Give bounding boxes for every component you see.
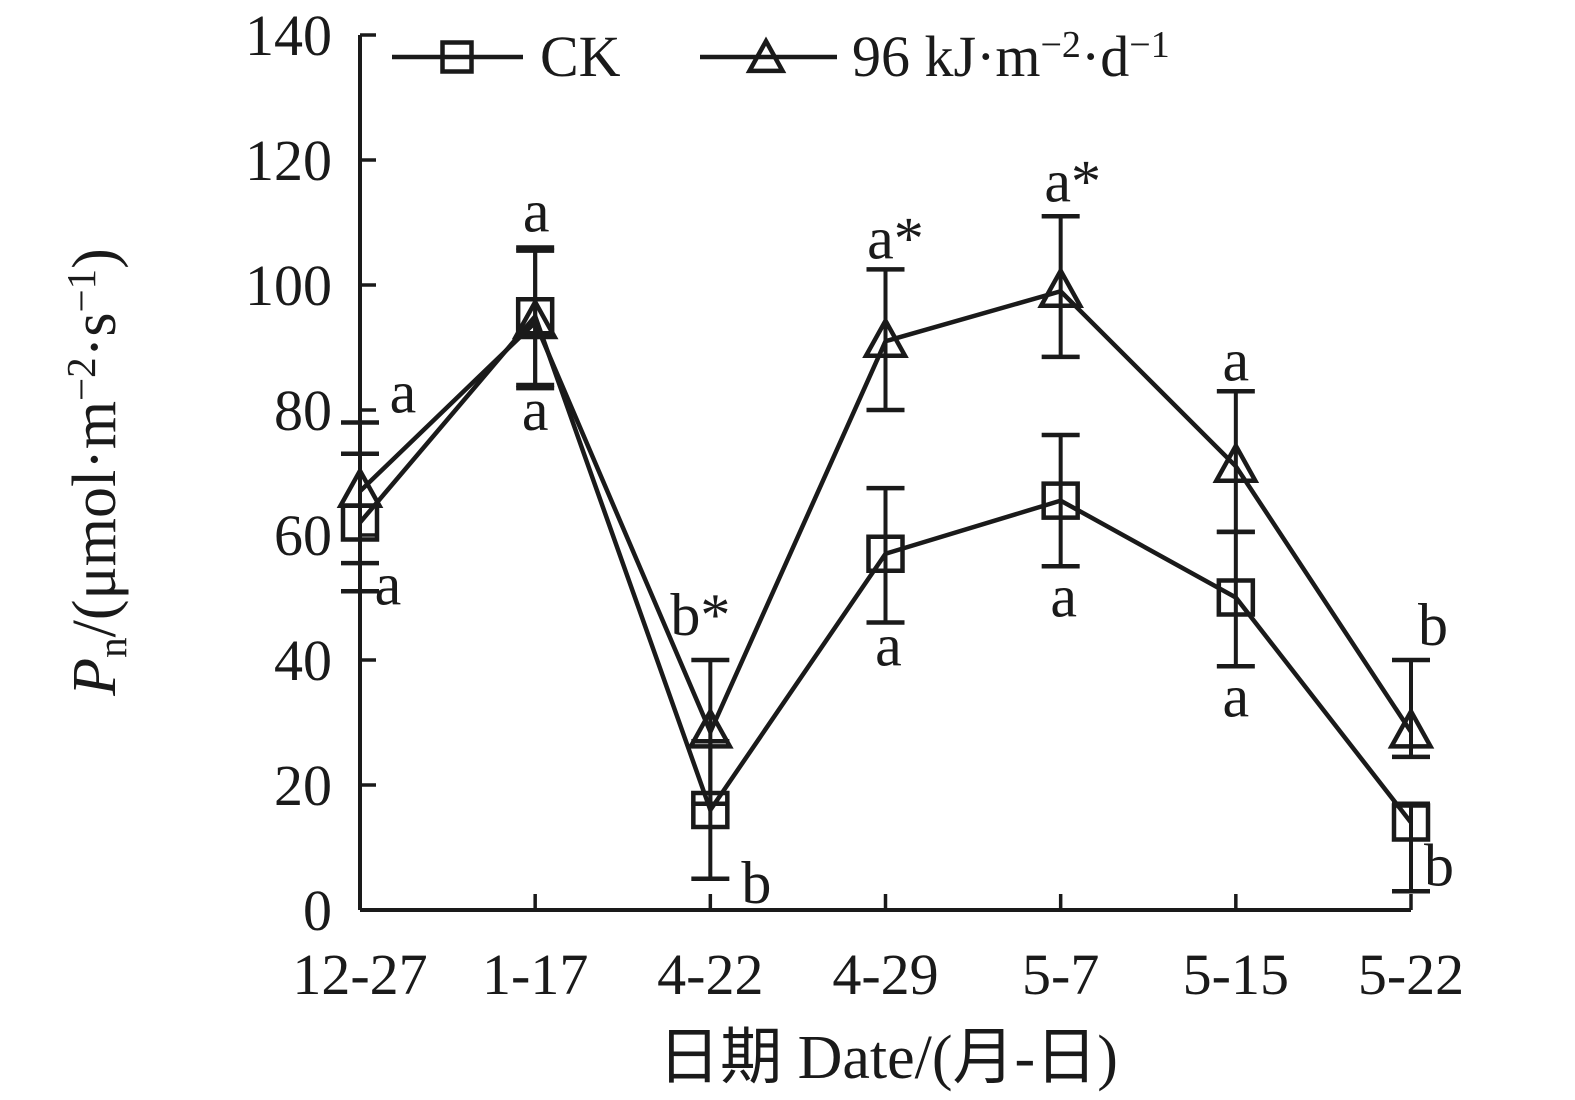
y-tick-label: 80 xyxy=(274,378,332,443)
x-tick-label: 12-27 xyxy=(292,942,427,1007)
legend: CK 96 kJ·m−2·d−1 xyxy=(392,24,1170,89)
legend-item-ck: CK xyxy=(392,24,621,89)
significance-letter: a xyxy=(1223,327,1250,393)
y-tick-label: 20 xyxy=(274,753,332,818)
legend-item-96kj: 96 kJ·m−2·d−1 xyxy=(700,24,1170,89)
legend-square-marker xyxy=(440,40,474,74)
significance-letter: a* xyxy=(867,205,924,271)
data-point-square xyxy=(1391,803,1431,842)
data-point-square xyxy=(866,534,905,573)
data-point-triangle xyxy=(1387,706,1435,749)
data-point-square xyxy=(1216,578,1256,617)
error-bar-96kj xyxy=(1041,214,1080,360)
y-tick-label: 100 xyxy=(245,253,332,318)
error-bar-96kj xyxy=(341,420,379,566)
significance-letter: a* xyxy=(1044,148,1101,214)
significance-letter: a xyxy=(375,551,402,617)
y-tick-label: 40 xyxy=(274,628,332,693)
x-tick-label: 5-15 xyxy=(1183,942,1289,1007)
y-axis-title: Pn/(μmol·m−2·s−1) xyxy=(58,248,135,697)
significance-letter: b xyxy=(1424,832,1454,898)
data-point-triangle xyxy=(511,297,559,340)
legend-label-ck: CK xyxy=(540,24,621,89)
significance-letter: b* xyxy=(670,582,730,648)
axes: 0 20 40 60 80 100 120 140 12-27 1-17 4-22 4-29 5-7 5-… xyxy=(245,3,1464,1007)
y-tick-label: 120 xyxy=(245,128,332,193)
legend-label-96kj: 96 kJ·m−2·d−1 xyxy=(852,24,1170,89)
x-tick-label: 5-22 xyxy=(1358,942,1464,1007)
significance-letter: b xyxy=(741,850,771,916)
y-tick-label: 140 xyxy=(245,3,332,68)
significance-letter: a xyxy=(1223,663,1250,729)
data-point-square xyxy=(1041,481,1080,520)
data-point-triangle xyxy=(1212,441,1260,484)
x-tick-label: 4-29 xyxy=(832,942,938,1007)
significance-letter: b xyxy=(1418,592,1448,658)
significance-letter: a xyxy=(875,613,902,679)
data-point-triangle xyxy=(1037,266,1084,309)
legend-triangle-marker xyxy=(745,36,787,74)
data-point-triangle xyxy=(862,316,909,359)
significance-letter: a xyxy=(523,179,550,245)
data-point-triangle xyxy=(336,466,384,509)
x-axis-title: 日期 Date/(月-日) xyxy=(658,1024,1118,1092)
series-96kj-line xyxy=(358,288,1413,738)
x-tick-label: 5-7 xyxy=(1022,942,1099,1007)
significance-letter: a xyxy=(390,360,417,426)
x-tick-label: 1-17 xyxy=(482,942,588,1007)
error-bar-96kj xyxy=(1216,389,1255,535)
y-tick-label: 0 xyxy=(303,878,332,943)
series-96kj: a a b* a* a* a b xyxy=(336,148,1448,806)
x-tick-label: 4-22 xyxy=(657,942,763,1007)
significance-letter: a xyxy=(1050,563,1077,629)
data-point-triangle xyxy=(687,706,734,749)
error-bar-96kj xyxy=(516,248,555,391)
y-tick-label: 60 xyxy=(274,503,332,568)
